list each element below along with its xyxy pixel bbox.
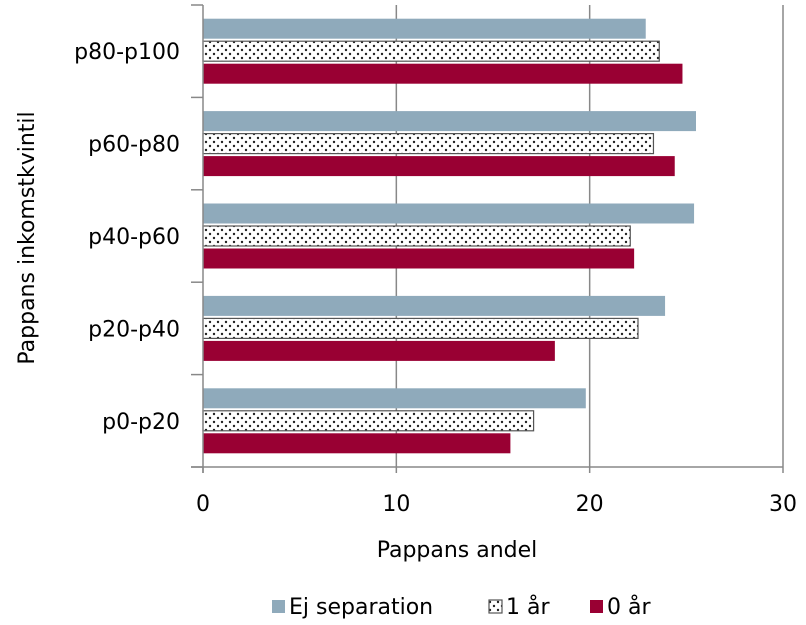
legend-swatch-Ej-separation [272, 600, 285, 613]
y-axis-title: Pappans inkomstkvintil [15, 111, 40, 364]
x-tick-label-20: 20 [576, 492, 604, 517]
axes [191, 4, 784, 473]
bar-p40-p60-0-år [203, 248, 635, 269]
legend-label-Ej-separation: Ej separation [289, 595, 433, 620]
legend-label-0-år: 0 år [607, 594, 651, 620]
bar-p0-p20-Ej-separation [203, 388, 586, 409]
bar-p20-p40-1-år [202, 317, 639, 339]
x-tick-label-30: 30 [769, 492, 797, 517]
y-tick-labels: p0-p20 p20-p40 p40-p60 p60-p80 p80-p100 [74, 40, 180, 435]
x-tick-labels: 0 10 20 30 [196, 492, 797, 517]
bar-p20-p40-0-år [203, 340, 555, 361]
legend-label-1-år: 1 år [506, 594, 550, 620]
legend-swatch-0-år [590, 600, 603, 613]
bar-p80-p100-0-år [203, 63, 683, 84]
legend: Ej separation 1 år 0 år [272, 594, 651, 620]
x-axis-title: Pappans andel [377, 538, 538, 563]
x-tick-label-0: 0 [196, 492, 210, 517]
bar-p80-p100-1-år [202, 40, 660, 62]
bar-p0-p20-1-år [202, 410, 535, 432]
bar-p0-p20-0-år [203, 433, 511, 454]
y-tick-label-p0-p20: p0-p20 [102, 410, 180, 435]
legend-swatch-1-år [488, 599, 503, 614]
bar-p60-p80-1-år [202, 133, 655, 155]
y-tick-label-p20-p40: p20-p40 [88, 317, 180, 342]
bar-p60-p80-Ej-separation [203, 111, 696, 132]
bar-p80-p100-Ej-separation [203, 18, 646, 39]
bar-p60-p80-0-år [203, 156, 675, 177]
bars [202, 18, 696, 454]
y-tick-label-p80-p100: p80-p100 [74, 40, 180, 65]
y-tick-label-p60-p80: p60-p80 [88, 133, 180, 158]
bar-p40-p60-Ej-separation [203, 203, 695, 224]
bar-p20-p40-Ej-separation [203, 295, 666, 316]
x-tick-label-10: 10 [382, 492, 410, 517]
y-tick-label-p40-p60: p40-p60 [88, 225, 180, 250]
bar-p40-p60-1-år [202, 225, 631, 247]
